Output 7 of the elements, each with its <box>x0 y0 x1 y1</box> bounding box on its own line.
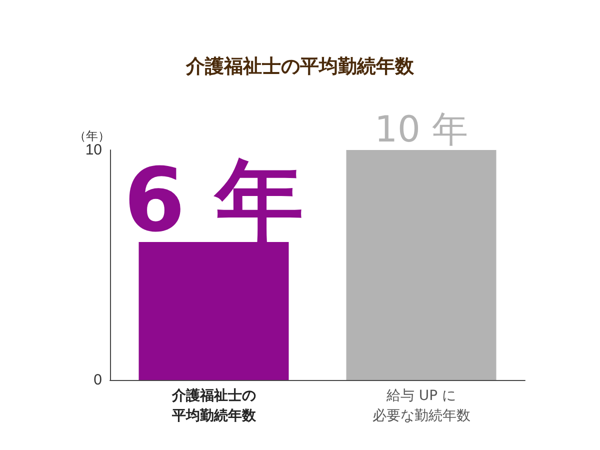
y-tick-label: 0 <box>94 372 102 388</box>
y-axis-title: （年） <box>74 129 110 143</box>
data-label: 10 年 <box>374 110 468 150</box>
x-tick-label: 給与 UP に必要な勤続年数 <box>372 388 470 424</box>
data-label: 6 年 <box>124 148 304 252</box>
y-tick-label: 10 <box>85 142 102 158</box>
chart-title: 介護福祉士の平均勤続年数 <box>185 56 415 78</box>
